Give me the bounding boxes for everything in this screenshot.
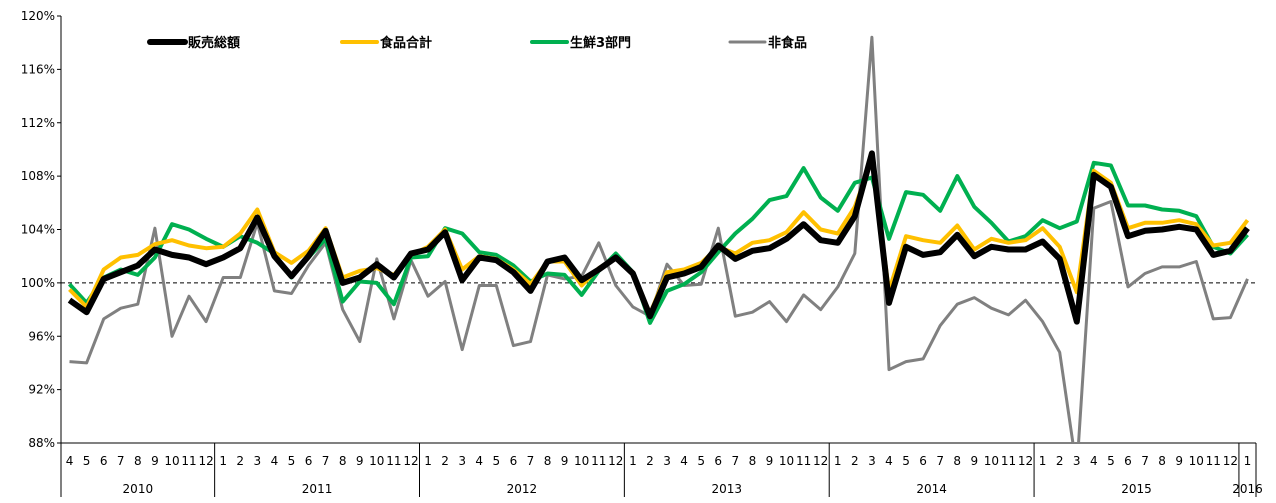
x-month-label: 11 (181, 454, 196, 468)
x-month-label: 12 (813, 454, 828, 468)
x-month-label: 9 (151, 454, 159, 468)
x-month-label: 7 (1141, 454, 1149, 468)
x-axis-ticks: 4 5 6 7 8 9 10 11 12 1 2 3 4 5 6 7 8 9 10 11 12 1 2 3 4 5 6 7 8 9 10 11… (60, 443, 1263, 497)
x-year-label: 2012 (507, 482, 538, 496)
x-month-label: 7 (117, 454, 125, 468)
x-month-label: 1 (424, 454, 432, 468)
x-month-label: 3 (1073, 454, 1081, 468)
x-month-label: 1 (1039, 454, 1047, 468)
x-month-label: 8 (953, 454, 961, 468)
x-month-label: 12 (1223, 454, 1238, 468)
x-month-label: 10 (984, 454, 999, 468)
x-year-label: 2015 (1121, 482, 1152, 496)
x-month-label: 12 (198, 454, 213, 468)
legend-label-3: 生鮮3部門 (570, 35, 631, 51)
x-month-label: 8 (749, 454, 757, 468)
x-month-label: 4 (680, 454, 688, 468)
x-month-label: 2 (646, 454, 654, 468)
x-month-label: 10 (164, 454, 179, 468)
y-tick-label: 116% (21, 62, 55, 76)
x-month-label: 2 (441, 454, 449, 468)
x-month-label: 5 (697, 454, 705, 468)
x-month-label: 9 (356, 454, 364, 468)
x-month-label: 7 (322, 454, 330, 468)
x-month-label: 12 (403, 454, 418, 468)
x-month-label: 9 (766, 454, 774, 468)
x-month-label: 2 (851, 454, 859, 468)
x-month-label: 5 (493, 454, 501, 468)
x-month-label: 4 (885, 454, 893, 468)
y-tick-label: 88% (28, 436, 55, 450)
x-month-label: 3 (663, 454, 671, 468)
y-tick-label: 92% (28, 383, 55, 397)
x-month-label: 4 (1090, 454, 1098, 468)
x-month-label: 5 (902, 454, 910, 468)
x-month-label: 1 (834, 454, 842, 468)
x-month-label: 5 (288, 454, 296, 468)
x-month-label: 10 (779, 454, 794, 468)
x-month-label: 2 (236, 454, 244, 468)
x-month-label: 6 (1124, 454, 1132, 468)
x-month-label: 7 (527, 454, 535, 468)
series-layer (67, 35, 1250, 443)
x-month-label: 12 (608, 454, 623, 468)
legend-label-2: 食品合計 (380, 35, 432, 51)
series-line-3 (68, 160, 1249, 325)
x-year-label: 2014 (916, 482, 947, 496)
x-month-label: 3 (254, 454, 262, 468)
x-month-label: 11 (1206, 454, 1221, 468)
x-month-label: 6 (714, 454, 722, 468)
axes (60, 16, 1256, 444)
x-month-label: 6 (919, 454, 927, 468)
x-month-label: 11 (386, 454, 401, 468)
x-month-label: 8 (1158, 454, 1166, 468)
x-month-label: 10 (1189, 454, 1204, 468)
legend: 販売総額 食品合計 生鮮3部門 非食品 (147, 35, 807, 51)
x-month-label: 2 (1056, 454, 1064, 468)
x-month-label: 4 (271, 454, 279, 468)
x-month-label: 3 (868, 454, 876, 468)
x-month-label: 9 (971, 454, 979, 468)
x-month-label: 3 (458, 454, 466, 468)
x-month-label: 5 (83, 454, 91, 468)
x-year-label: 2011 (302, 482, 333, 496)
x-year-label: 2010 (123, 482, 154, 496)
x-month-label: 12 (1018, 454, 1033, 468)
legend-label-1: 販売総額 (188, 35, 240, 51)
x-month-label: 7 (936, 454, 944, 468)
x-year-label: 2016 (1232, 482, 1263, 496)
x-month-label: 1 (1244, 454, 1252, 468)
x-month-label: 1 (629, 454, 637, 468)
x-month-label: 11 (796, 454, 811, 468)
y-axis-ticks: 88% 92% 96% 100% 104% 108% 112% 116% 120% (21, 9, 61, 450)
x-month-label: 9 (561, 454, 569, 468)
x-month-label: 8 (339, 454, 347, 468)
x-month-label: 7 (732, 454, 740, 468)
x-month-label: 10 (574, 454, 589, 468)
series-line-1 (67, 150, 1250, 325)
x-month-label: 8 (134, 454, 142, 468)
y-tick-label: 96% (28, 329, 55, 343)
x-month-label: 6 (305, 454, 313, 468)
x-year-label: 2013 (712, 482, 743, 496)
x-month-label: 11 (591, 454, 606, 468)
legend-label-4: 非食品 (768, 35, 807, 51)
y-tick-label: 120% (21, 9, 55, 23)
y-tick-label: 100% (21, 276, 55, 290)
x-month-label: 5 (1107, 454, 1115, 468)
y-tick-label: 112% (21, 116, 55, 130)
x-month-label: 6 (100, 454, 108, 468)
x-month-label: 8 (544, 454, 552, 468)
y-tick-label: 104% (21, 223, 55, 237)
y-tick-label: 108% (21, 169, 55, 183)
x-month-label: 4 (475, 454, 483, 468)
x-month-label: 1 (219, 454, 227, 468)
x-month-label: 6 (510, 454, 518, 468)
series-line-4 (69, 35, 1249, 443)
x-month-label: 10 (369, 454, 384, 468)
x-month-label: 4 (66, 454, 74, 468)
x-month-label: 9 (1175, 454, 1183, 468)
x-month-label: 11 (1001, 454, 1016, 468)
